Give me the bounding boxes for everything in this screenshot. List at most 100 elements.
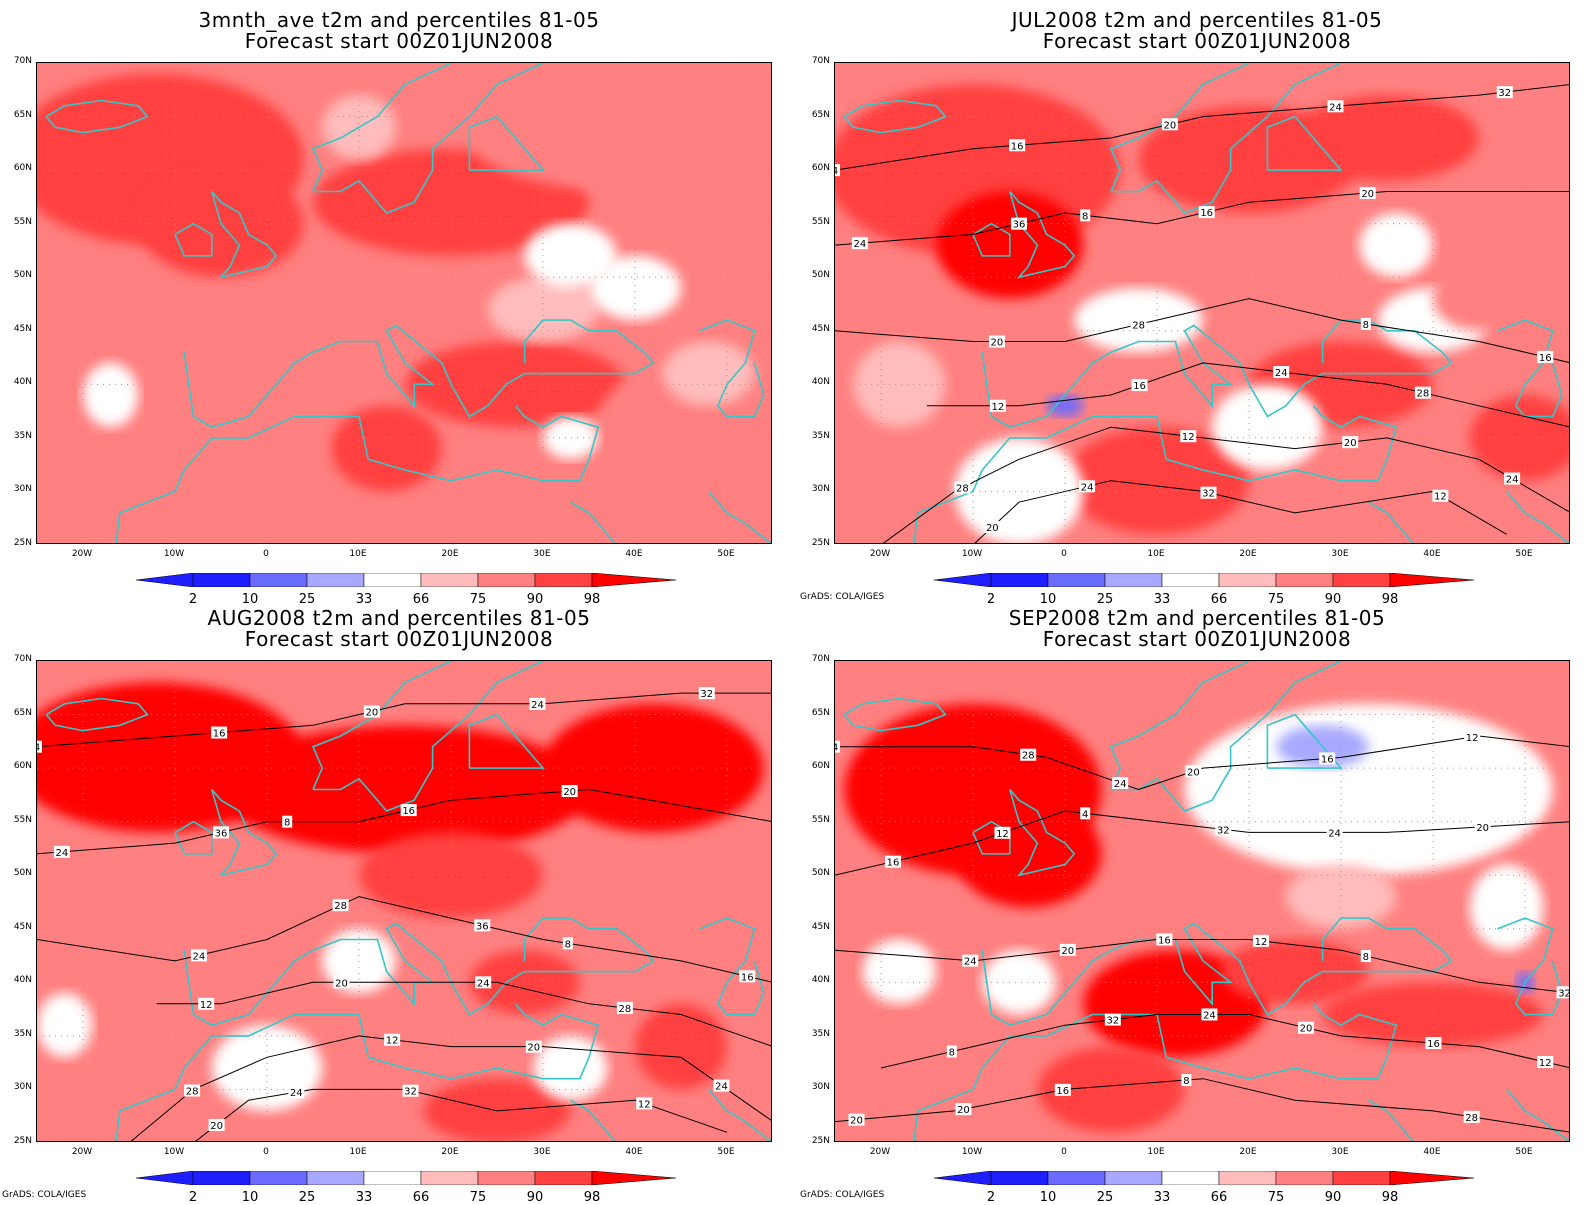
colorbar-segment (1161, 572, 1220, 588)
colorbar-segment (1104, 1170, 1163, 1186)
contour-label-bg (1252, 934, 1269, 947)
contour-label: 28 (1465, 1113, 1478, 1124)
colorbar-svg (135, 1170, 677, 1186)
contour-line (37, 788, 771, 855)
lat-tick-label: 30N (13, 1082, 32, 1093)
shading-region (598, 373, 709, 481)
colorbar-label: 33 (355, 592, 373, 607)
shading-region (1469, 864, 1544, 951)
coastline (707, 1088, 771, 1141)
contour-label: 12 (638, 1099, 651, 1110)
lat-tick-label: 65N (811, 707, 830, 718)
shading-region (211, 1025, 323, 1111)
colorbar-segment (1047, 572, 1106, 588)
contour-label-bg (1011, 217, 1027, 230)
contour-label-bg (1080, 807, 1091, 820)
contour-line (835, 191, 1569, 246)
contour-label-bg (1425, 1037, 1442, 1050)
shading-region (1322, 982, 1544, 1047)
lon-tick-label: 50E (717, 549, 735, 559)
contour-label: 24 (193, 951, 206, 962)
lon-tick-label: 20W (71, 549, 93, 559)
contour-label-bg (1009, 139, 1026, 152)
coastline (913, 1003, 1398, 1141)
colorbar-segment (420, 572, 479, 588)
lon-tick-label: 20W (71, 1147, 93, 1157)
contour-label-bg (475, 976, 492, 989)
contour-label-bg (53, 845, 70, 858)
contour-label-bg (190, 949, 207, 962)
lat-tick-label: 55N (811, 216, 830, 227)
contour-label: 20 (335, 978, 348, 989)
contour-label-bg (955, 1103, 972, 1116)
lat-tick-label: 60N (811, 761, 830, 772)
lat-tick-label: 60N (811, 163, 830, 174)
contour-label: 32 (700, 689, 713, 700)
coastline (468, 115, 545, 171)
contour-label-bg (1464, 731, 1481, 744)
lat-tick-label: 25N (13, 1136, 32, 1146)
colorbar-svg (933, 572, 1475, 588)
contour-label-bg (37, 740, 42, 753)
contour-label-bg (835, 164, 840, 177)
coastline (707, 490, 771, 543)
panel-title: JUL2008 t2m and percentiles 81-05 (1011, 8, 1383, 32)
contour-label: 24 (1328, 828, 1341, 839)
lon-tick-label: 40E (1423, 549, 1441, 559)
coastline (115, 405, 600, 543)
contour-label: 16 (1200, 208, 1213, 219)
contour-label: 20 (1300, 1024, 1313, 1035)
contour-line (835, 1078, 1569, 1133)
colorbar-segment (192, 1170, 251, 1186)
contour-label: 20 (527, 1043, 540, 1054)
contour-label-bg (1496, 86, 1513, 99)
contour-label: 36 (1013, 220, 1026, 231)
lat-tick-label: 55N (811, 814, 830, 825)
contour-label-bg (698, 687, 715, 700)
contour-label-bg (1342, 436, 1359, 449)
lat-tick-label: 35N (13, 1028, 32, 1039)
contour-label-bg (1504, 472, 1521, 485)
coastline (981, 917, 1453, 1027)
colorbar-label: 98 (583, 1190, 601, 1205)
credit-text: GrADS: COLA/IGES (2, 1190, 87, 1200)
colorbar-label: 10 (1039, 1190, 1057, 1205)
contour-label-bg (1059, 943, 1076, 956)
contour-label: 12 (1466, 733, 1479, 744)
contour-label-bg (213, 826, 229, 839)
contour-label: 32 (1498, 88, 1511, 99)
contour-label: 20 (366, 708, 379, 719)
contour-label: 28 (1022, 751, 1035, 762)
contour-label: 12 (991, 402, 1004, 413)
colorbar-segment (1275, 1170, 1334, 1186)
lon-tick-label: 0 (263, 549, 269, 559)
lat-tick-label: 55N (13, 814, 32, 825)
contour-label-bg (363, 705, 380, 718)
contour-label-bg (1201, 1008, 1218, 1021)
contour-label: 12 (996, 829, 1009, 840)
contour-label-bg (1054, 1083, 1071, 1096)
contour-label: 20 (991, 337, 1004, 348)
contour-label-bg (1556, 986, 1569, 999)
colorbar-svg (933, 1170, 1475, 1186)
colorbar-label: 10 (1039, 592, 1057, 607)
map-panel-p3: AUG2008 t2m and percentiles 81-05 Foreca… (0, 598, 798, 1205)
contour-line (835, 810, 1569, 876)
colorbar-label: 66 (412, 1190, 430, 1205)
contour-label-bg (384, 1033, 401, 1046)
contour-label-bg (402, 1084, 419, 1097)
contour-label: 24 (964, 957, 977, 968)
panel-subtitle: Forecast start 00Z01JUN2008 (244, 29, 554, 53)
contour-label-bg (1080, 209, 1091, 222)
colorbar-label: 98 (1381, 592, 1399, 607)
colorbar-segment (306, 1170, 365, 1186)
contour-label-bg (1180, 430, 1197, 443)
contour-label: 28 (619, 1004, 632, 1015)
colorbar-label: 25 (298, 1190, 316, 1205)
contour-label-bg (636, 1097, 653, 1110)
contour-label: 24 (1081, 482, 1094, 493)
colorbar-label: 75 (469, 1190, 487, 1205)
contour-label-bg (1537, 350, 1554, 363)
contour-label: 16 (741, 972, 754, 983)
contour-label-bg (1474, 820, 1491, 833)
